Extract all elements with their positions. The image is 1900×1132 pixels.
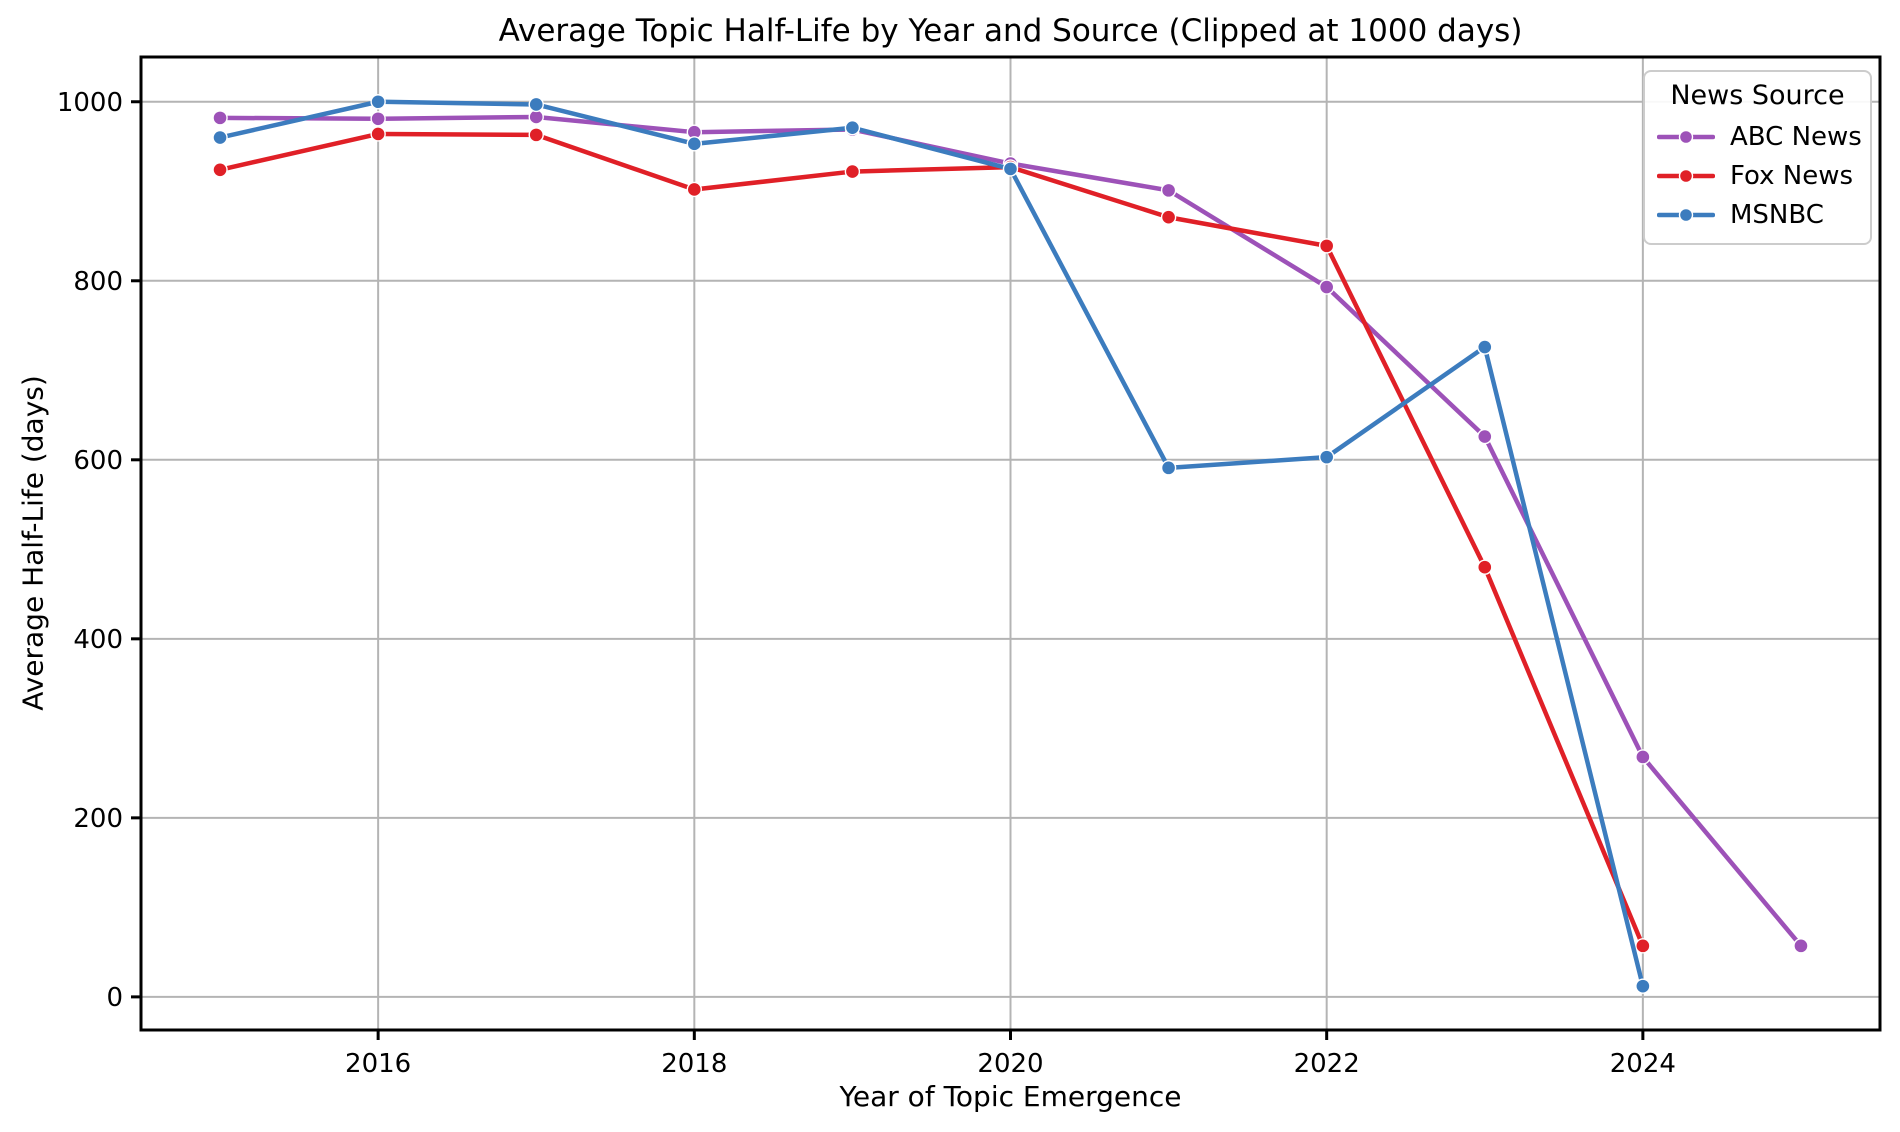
marker-msnbc-2018 — [686, 136, 703, 152]
y-tick-label-600: 600 — [73, 446, 123, 476]
marker-msnbc-2019 — [844, 120, 861, 136]
legend-label-msnbc: MSNBC — [1730, 199, 1824, 230]
y-tick-label-1000: 1000 — [57, 88, 123, 118]
marker-fox-news-2018 — [686, 181, 703, 198]
marker-abc-news-2022 — [1318, 279, 1335, 295]
marker-fox-news-2023 — [1477, 559, 1493, 575]
marker-msnbc-2016 — [370, 94, 386, 110]
axes-frame — [139, 55, 1882, 1032]
x-tick-label-2022: 2022 — [1294, 1049, 1360, 1079]
marker-fox-news-2015 — [212, 162, 228, 178]
marker-abc-news-2023 — [1477, 428, 1493, 445]
legend-title: News Source — [1670, 80, 1845, 111]
marker-abc-news-2016 — [370, 111, 386, 127]
marker-msnbc-2023 — [1477, 339, 1493, 355]
x-tick-label-2018: 2018 — [661, 1049, 727, 1079]
y-axis-label: Average Half-Life (days) — [16, 375, 50, 711]
marker-fox-news-2016 — [370, 126, 386, 142]
legend-label-abc-news: ABC News — [1730, 121, 1862, 152]
marker-fox-news-2024 — [1635, 938, 1651, 954]
series-line-msnbc — [217, 99, 1646, 989]
legend-line-sample-fox-news — [1657, 168, 1715, 183]
marker-msnbc-2022 — [1318, 449, 1335, 465]
marker-abc-news-2025 — [1793, 938, 1809, 954]
y-tick-label-0: 0 — [106, 983, 123, 1013]
y-tick-label-800: 800 — [73, 267, 123, 297]
marker-fox-news-2022 — [1318, 238, 1335, 254]
legend-sample-marker-abc-news — [1678, 129, 1694, 144]
legend-entries: ABC News Fox News MSNBC — [1657, 117, 1862, 234]
x-tick-label-2024: 2024 — [1610, 1049, 1676, 1079]
legend-sample-marker-fox-news — [1678, 168, 1694, 183]
x-axis-label: Year of Topic Emergence — [839, 1080, 1182, 1113]
series-line-fox-news — [217, 131, 1646, 949]
y-tick-label-400: 400 — [73, 625, 123, 655]
x-tick-label-2016: 2016 — [345, 1049, 411, 1079]
legend: News Source ABC News Fox News MSNBC — [1643, 70, 1872, 245]
legend-sample-marker-msnbc — [1678, 207, 1694, 222]
marker-abc-news-2021 — [1160, 182, 1177, 199]
marker-fox-news-2017 — [528, 127, 544, 143]
marker-abc-news-2024 — [1635, 749, 1651, 765]
legend-entry-msnbc: MSNBC — [1657, 195, 1858, 234]
marker-msnbc-2020 — [1002, 161, 1019, 177]
legend-line-sample-abc-news — [1657, 129, 1715, 144]
marker-msnbc-2021 — [1160, 460, 1177, 476]
marker-abc-news-2015 — [212, 110, 228, 126]
legend-entry-fox-news: Fox News — [1657, 156, 1858, 195]
marker-msnbc-2024 — [1635, 978, 1651, 994]
marker-msnbc-2017 — [528, 96, 544, 113]
marker-msnbc-2015 — [212, 129, 228, 146]
chart-title: Average Topic Half-Life by Year and Sour… — [498, 13, 1523, 49]
legend-label-fox-news: Fox News — [1730, 160, 1854, 191]
marker-fox-news-2019 — [844, 163, 861, 180]
marker-fox-news-2021 — [1160, 209, 1177, 225]
legend-entry-abc-news: ABC News — [1657, 117, 1862, 156]
y-tick-label-200: 200 — [73, 804, 123, 834]
x-tick-label-2020: 2020 — [977, 1049, 1043, 1079]
legend-line-sample-msnbc — [1657, 207, 1715, 222]
